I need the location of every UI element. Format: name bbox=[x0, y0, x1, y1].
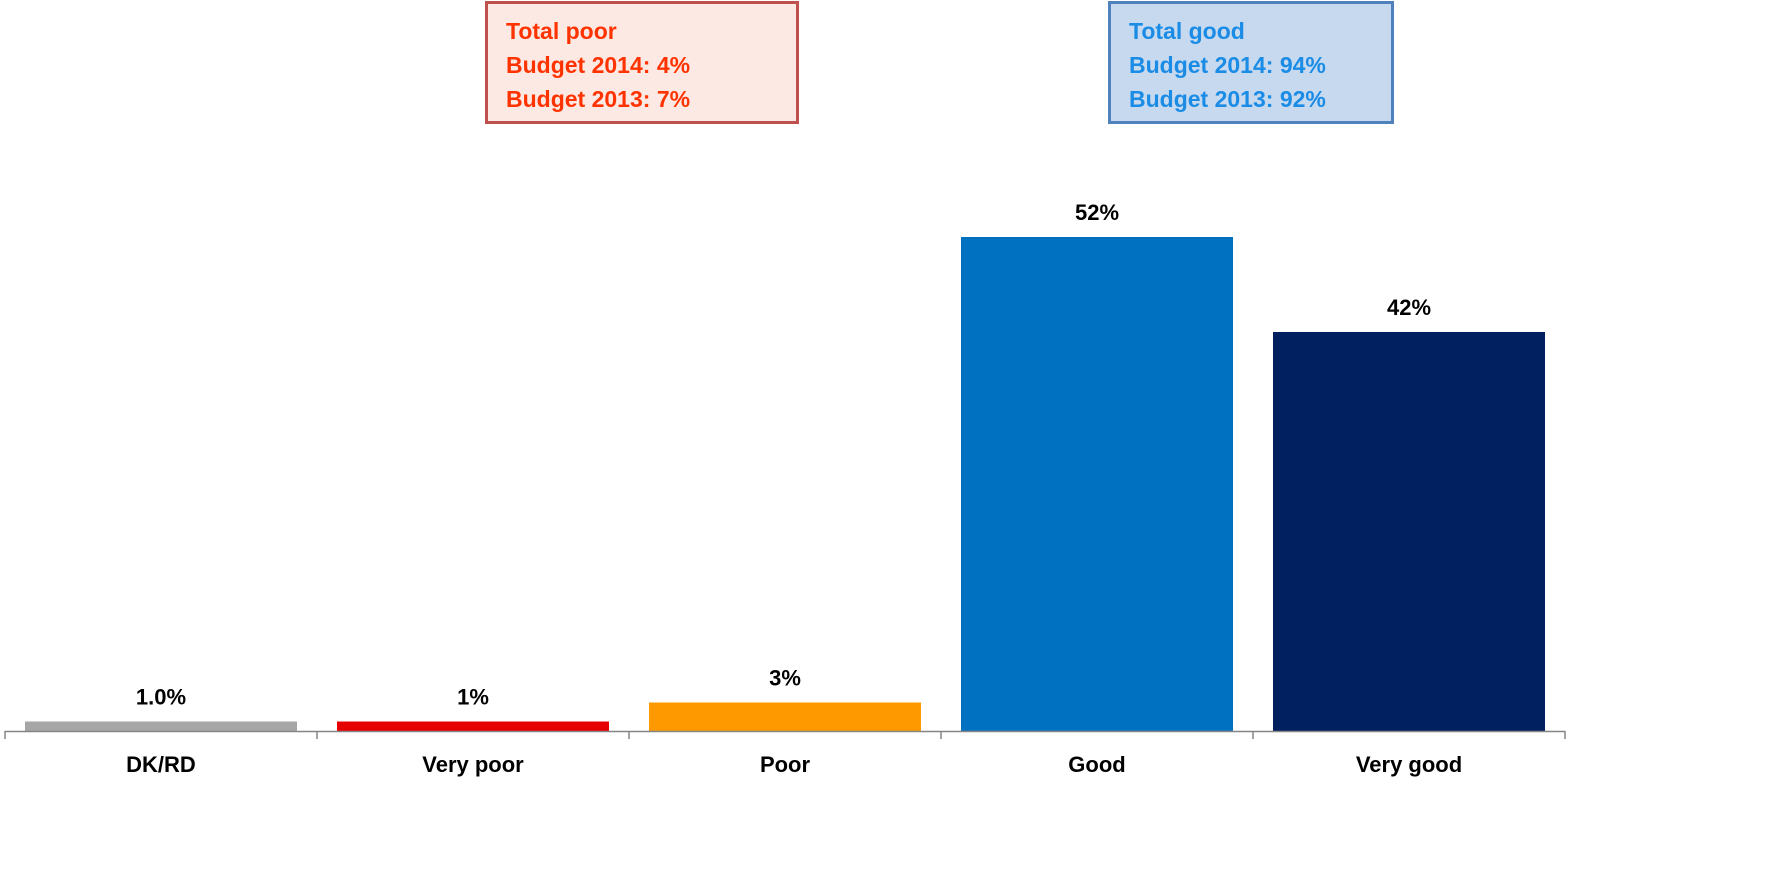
category-label-poor: Poor bbox=[760, 752, 811, 777]
category-label-very-good: Very good bbox=[1356, 752, 1462, 777]
bar-poor bbox=[649, 702, 921, 731]
total-good-title: Total good bbox=[1129, 18, 1245, 44]
total-poor-budget-2013: Budget 2013: 7% bbox=[506, 86, 691, 112]
bar-very-good bbox=[1273, 332, 1545, 731]
bar-good bbox=[961, 237, 1233, 731]
total-good-budget-2014: Budget 2014: 94% bbox=[1129, 52, 1326, 78]
total-poor-callout: Total poor Budget 2014: 4% Budget 2013: … bbox=[485, 1, 799, 124]
total-poor-title: Total poor bbox=[506, 18, 617, 44]
bar-very-poor bbox=[337, 721, 609, 731]
bars-group bbox=[25, 237, 1545, 731]
data-label-very-poor: 1% bbox=[457, 685, 489, 710]
total-poor-budget-2014: Budget 2014: 4% bbox=[506, 52, 691, 78]
x-axis: DK/RD Very poor Poor Good Very good bbox=[4, 730, 1566, 777]
bar-dk-rd bbox=[25, 721, 297, 731]
category-label-dk-rd: DK/RD bbox=[126, 752, 196, 777]
category-label-very-poor: Very poor bbox=[422, 752, 524, 777]
data-label-good: 52% bbox=[1075, 200, 1119, 225]
data-label-dk-rd: 1.0% bbox=[136, 685, 186, 710]
data-labels-group: 1.0% 1% 3% 52% 42% bbox=[136, 200, 1431, 710]
total-good-callout: Total good Budget 2014: 94% Budget 2013:… bbox=[1108, 1, 1394, 124]
category-label-good: Good bbox=[1068, 752, 1125, 777]
total-good-budget-2013: Budget 2013: 92% bbox=[1129, 86, 1326, 112]
data-label-very-good: 42% bbox=[1387, 295, 1431, 320]
data-label-poor: 3% bbox=[769, 666, 801, 691]
